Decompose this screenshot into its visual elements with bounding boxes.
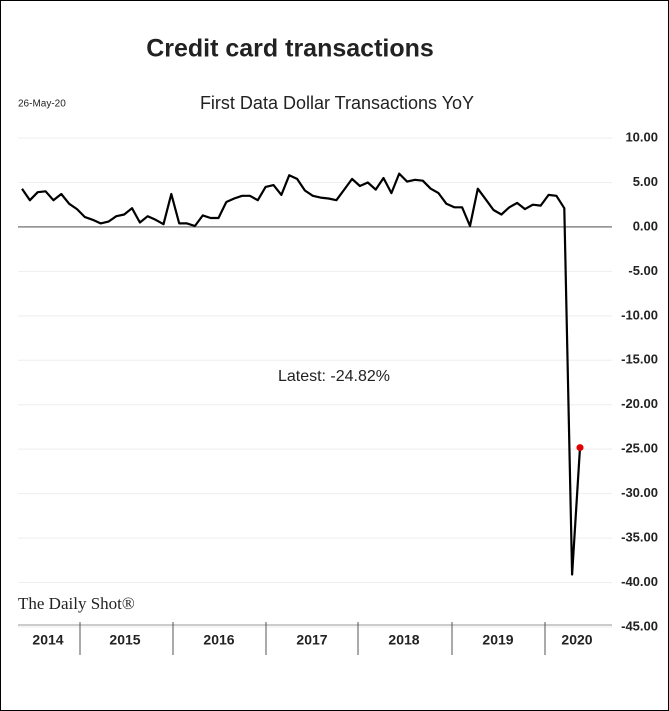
y-tick-label: -5.00 [628,263,658,278]
source: The Daily Shot® [18,594,135,613]
y-tick-label: 0.00 [633,218,658,233]
x-tick-label: 2017 [296,632,327,648]
y-tick-label: -20.00 [621,396,658,411]
date: 26-May-20 [18,99,66,110]
x-tick-label: 2014 [32,632,63,648]
x-tick-label: 2020 [561,632,592,648]
chart-subtitle: First Data Dollar Transactions YoY [200,93,474,113]
y-tick-label: 10.00 [625,129,658,144]
chart-title: Credit card transactions [146,35,434,63]
y-tick-label: -25.00 [621,441,658,456]
latest-point [576,444,584,452]
y-tick-label: -40.00 [621,574,658,589]
y-tick-label: -35.00 [621,530,658,545]
x-tick-label: 2019 [482,632,513,648]
annotation: Latest: -24.82% [278,368,390,385]
y-tick-label: 5.00 [633,174,658,189]
x-tick-label: 2016 [203,632,234,648]
line [21,172,582,576]
y-tick-label: -15.00 [621,352,658,367]
y-tick-label: -45.00 [621,618,658,633]
y-tick-label: -10.00 [621,307,658,322]
y-tick-label: -30.00 [621,485,658,500]
x-tick-label: 2018 [388,632,419,648]
x-tick-label: 2015 [109,632,140,648]
